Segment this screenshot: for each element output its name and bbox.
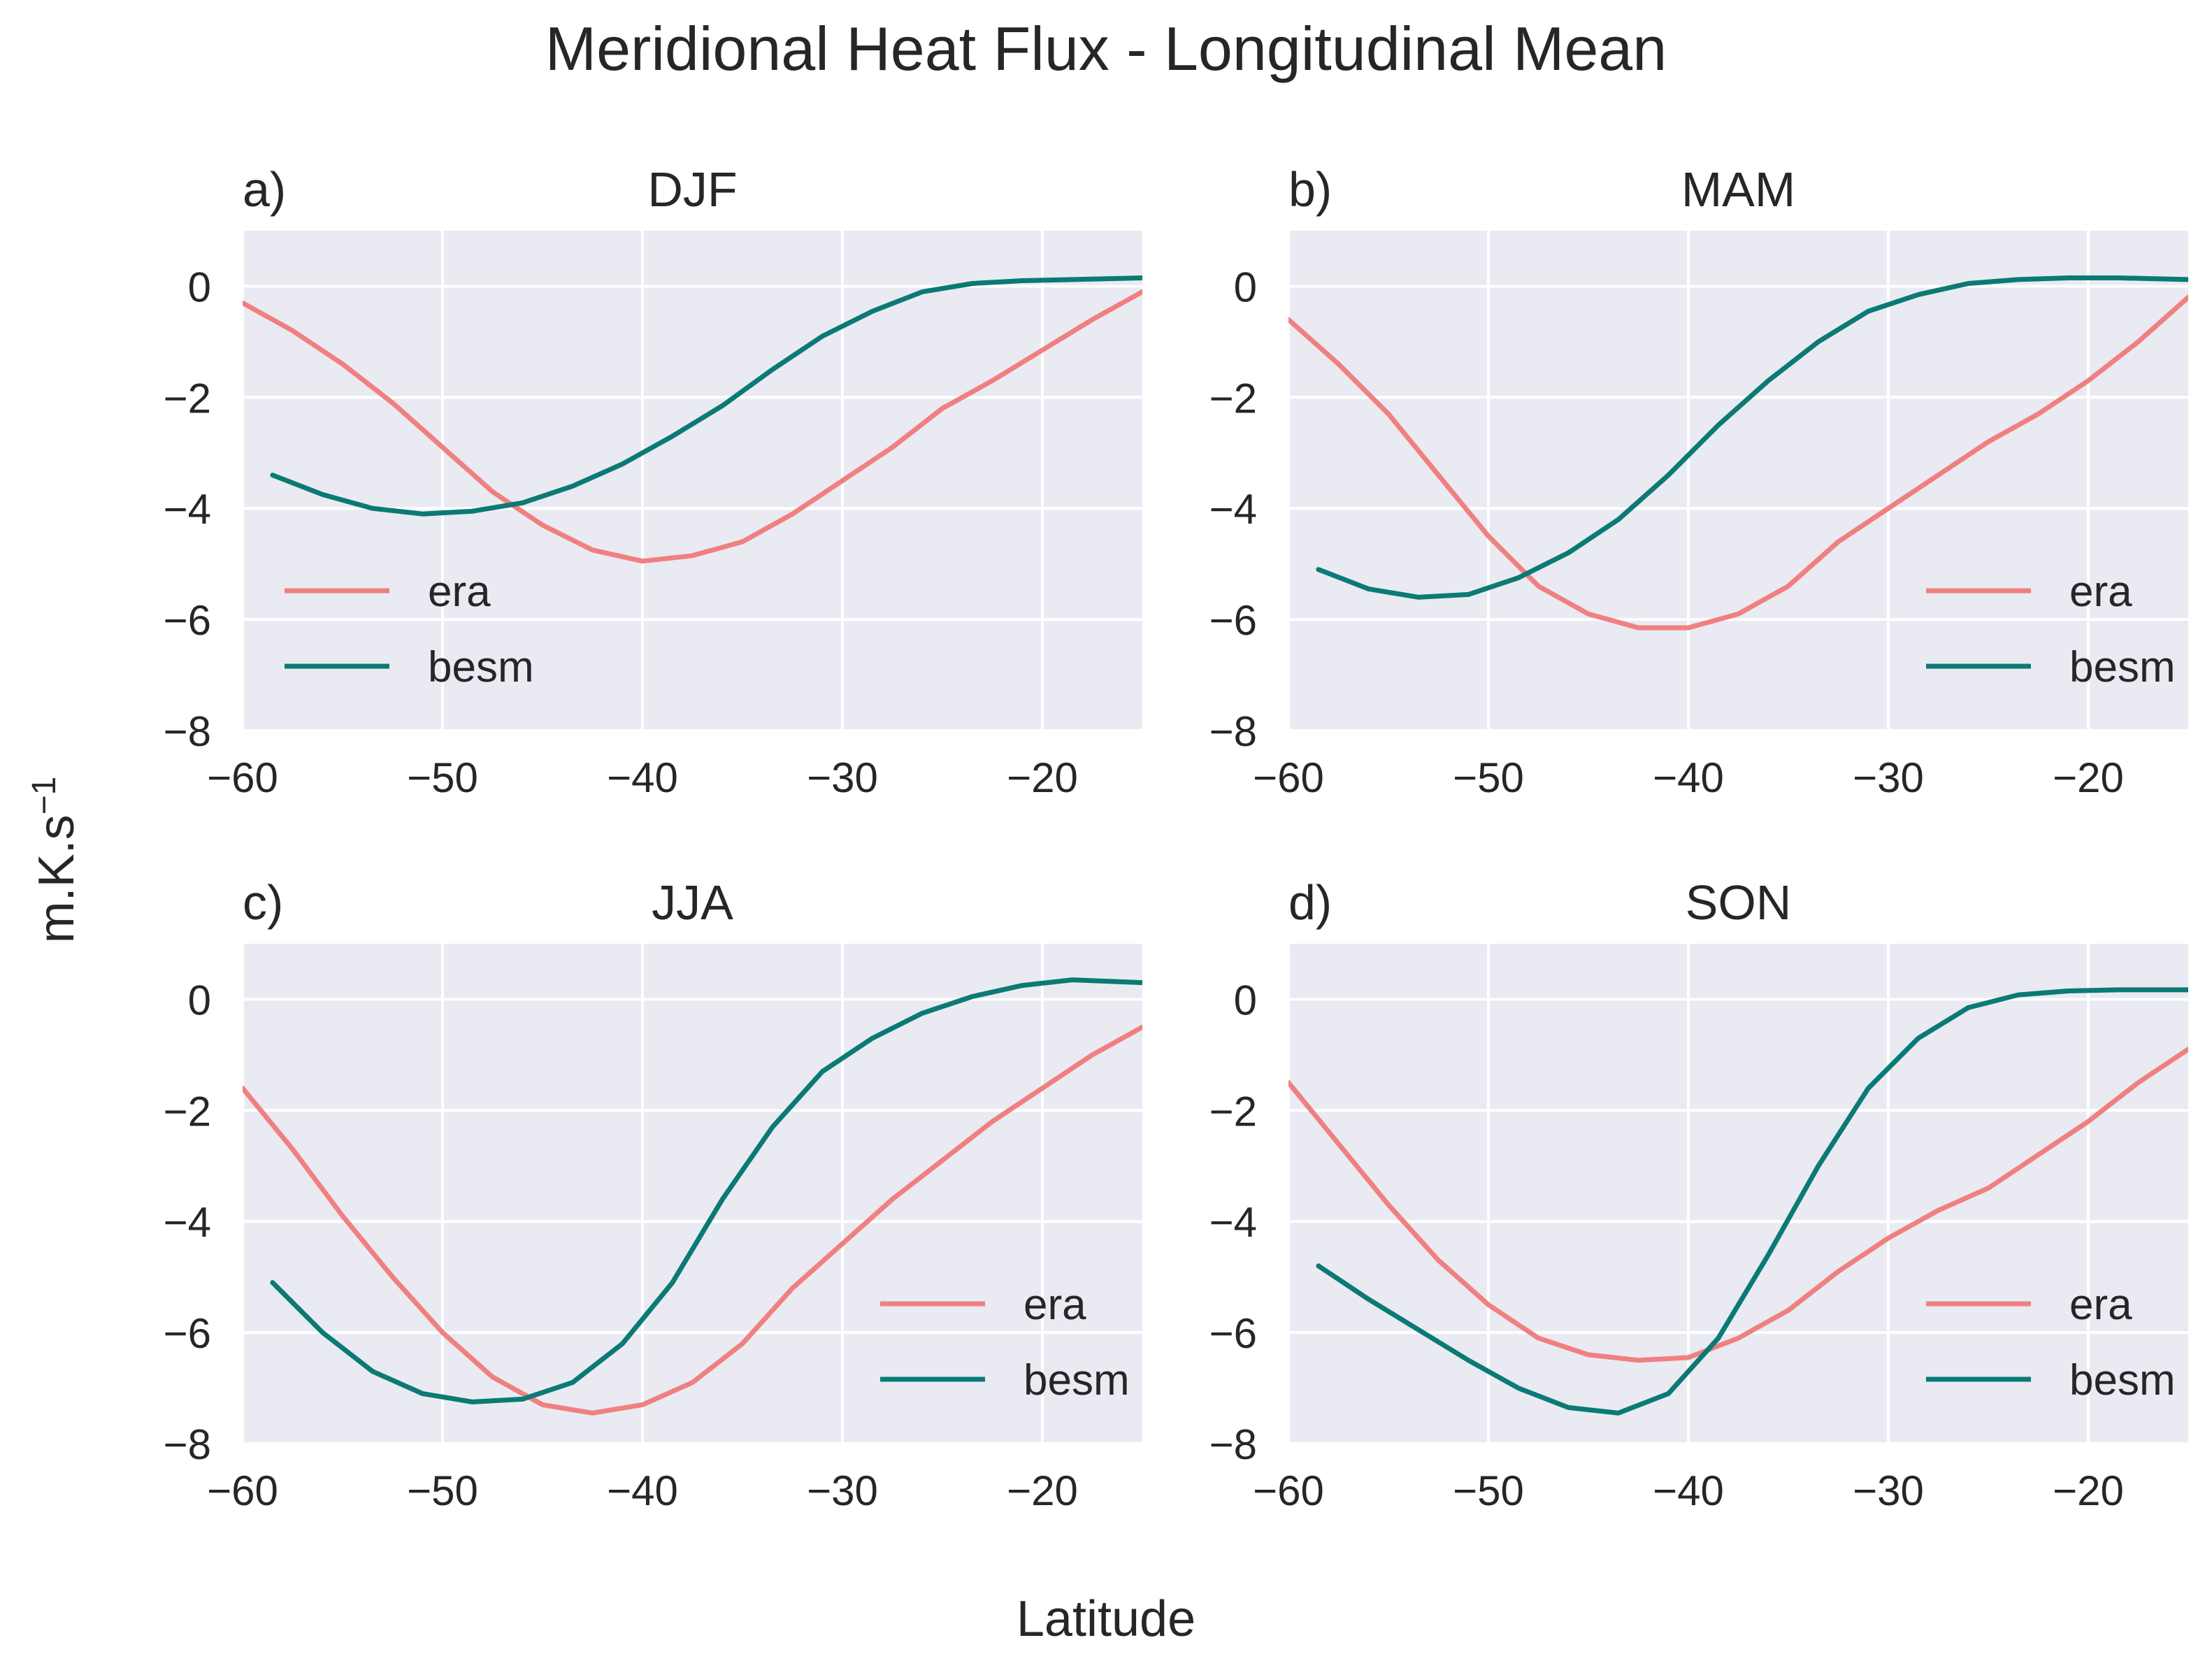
y-tick-label: −2: [164, 375, 211, 422]
x-tick-label: −30: [807, 754, 878, 801]
panel-label: b): [1288, 162, 1332, 217]
y-tick-label: −4: [1209, 486, 1257, 533]
legend-label-besm: besm: [1024, 1356, 1130, 1404]
y-tick-label: −4: [164, 486, 211, 533]
y-tick-label: −2: [164, 1088, 211, 1135]
y-tick-label: −4: [164, 1199, 211, 1246]
x-tick-label: −20: [1007, 1467, 1078, 1514]
y-tick-label: −6: [1209, 597, 1257, 644]
y-tick-label: −6: [164, 1310, 211, 1357]
y-axis-label-exponent: −1: [26, 777, 63, 815]
legend-label-besm: besm: [428, 643, 534, 691]
panel-djf: −60 −50 −40 −30 −20 0 −2 −4 −6 −8 a) DJF era besm: [164, 162, 1142, 801]
x-tick-label: −50: [1453, 754, 1524, 801]
y-tick-label: −8: [164, 1421, 211, 1468]
y-tick-label: −6: [1209, 1310, 1257, 1357]
y-tick-label: 0: [1234, 977, 1257, 1023]
panel-label: d): [1288, 875, 1332, 930]
legend-label-besm: besm: [2069, 643, 2176, 691]
y-axis-label-base: m.K.s: [29, 814, 85, 943]
legend-label-era: era: [2069, 568, 2132, 616]
y-tick-label: 0: [188, 977, 211, 1023]
x-tick-label: −20: [2053, 754, 2124, 801]
panel-jja: −60 −50 −40 −30 −20 0 −2 −4 −6 −8 c) JJA era besm: [164, 875, 1142, 1514]
legend-label-era: era: [428, 568, 491, 616]
x-tick-label: −40: [607, 1467, 678, 1514]
panel-son: −60 −50 −40 −30 −20 0 −2 −4 −6 −8 d) SON era besm: [1209, 875, 2188, 1514]
y-tick-label: −2: [1209, 1088, 1257, 1135]
series-line-besm: [1316, 275, 2188, 600]
series-line-era: [243, 1024, 1142, 1416]
y-axis-label: m.K.s−1: [26, 777, 85, 944]
series-line-era: [1288, 1047, 2188, 1363]
x-tick-label: −30: [1853, 1467, 1924, 1514]
series-line-besm: [270, 977, 1142, 1404]
figure-title: Meridional Heat Flux - Longitudinal Mean: [545, 14, 1667, 83]
panel-title: DJF: [647, 162, 737, 217]
panel-label: a): [243, 162, 286, 217]
x-tick-label: −30: [807, 1467, 878, 1514]
plot-area: [243, 231, 1142, 731]
panel-label: c): [243, 875, 283, 930]
x-tick-label: −60: [207, 1467, 278, 1514]
legend-label-era: era: [1024, 1281, 1086, 1329]
x-tick-label: −30: [1853, 754, 1924, 801]
x-tick-label: −60: [1253, 1467, 1324, 1514]
y-tick-label: 0: [1234, 264, 1257, 310]
x-tick-label: −60: [1253, 754, 1324, 801]
plot-area: [1288, 231, 2188, 731]
series-line-era: [1288, 294, 2188, 631]
legend: era besm: [1926, 1281, 2176, 1404]
series-line-besm: [270, 275, 1142, 517]
legend-label-besm: besm: [2069, 1356, 2176, 1404]
legend: era besm: [880, 1281, 1130, 1404]
plot-area: [1288, 944, 2188, 1444]
x-tick-label: −50: [407, 1467, 478, 1514]
x-tick-label: −20: [1007, 754, 1078, 801]
y-tick-label: 0: [188, 264, 211, 310]
x-axis-label: Latitude: [1017, 1591, 1195, 1647]
y-tick-label: −8: [164, 708, 211, 755]
legend: era besm: [1926, 568, 2176, 691]
y-tick-label: −4: [1209, 1199, 1257, 1246]
y-tick-label: −8: [1209, 708, 1257, 755]
panel-title: MAM: [1681, 162, 1795, 217]
y-tick-label: −2: [1209, 375, 1257, 422]
x-tick-label: −40: [1653, 1467, 1724, 1514]
panel-mam: −60 −50 −40 −30 −20 0 −2 −4 −6 −8 b) MAM era besm: [1209, 162, 2188, 801]
x-tick-label: −20: [2053, 1467, 2124, 1514]
x-tick-label: −50: [1453, 1467, 1524, 1514]
legend: era besm: [285, 568, 534, 691]
y-tick-label: −6: [164, 597, 211, 644]
panel-title: JJA: [652, 875, 733, 930]
x-tick-label: −60: [207, 754, 278, 801]
plot-area: [243, 944, 1142, 1444]
panel-title: SON: [1686, 875, 1792, 930]
series-line-era: [243, 289, 1142, 564]
x-tick-label: −40: [1653, 754, 1724, 801]
legend-label-era: era: [2069, 1281, 2132, 1329]
x-tick-label: −40: [607, 754, 678, 801]
x-tick-label: −50: [407, 754, 478, 801]
y-tick-label: −8: [1209, 1421, 1257, 1468]
series-line-besm: [1316, 987, 2188, 1416]
